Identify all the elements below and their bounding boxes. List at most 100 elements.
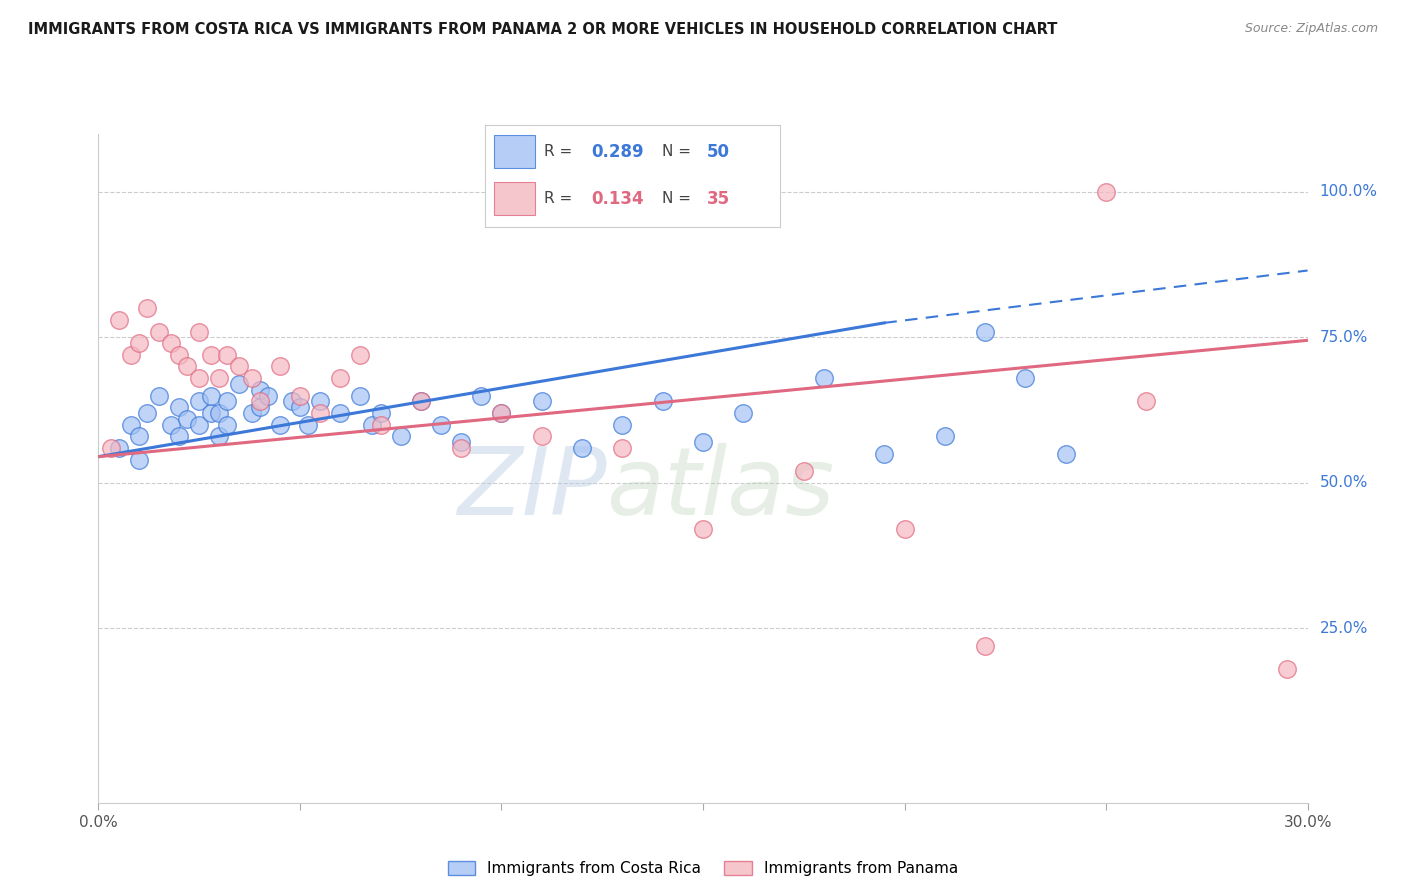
- Point: [167, 401, 190, 415]
- Text: R =: R =: [544, 144, 578, 159]
- Point: [651, 394, 673, 409]
- Point: [240, 406, 263, 420]
- Point: [349, 348, 371, 362]
- Point: [329, 371, 352, 385]
- Text: R =: R =: [544, 191, 578, 206]
- Text: 0.289: 0.289: [592, 143, 644, 161]
- Point: [208, 406, 231, 420]
- Point: [370, 406, 392, 420]
- Point: [329, 406, 352, 420]
- Point: [692, 435, 714, 450]
- Point: [107, 313, 129, 327]
- Point: [107, 441, 129, 455]
- Point: [1014, 371, 1036, 385]
- Point: [208, 371, 231, 385]
- Point: [1277, 662, 1299, 676]
- Point: [349, 388, 371, 402]
- Point: [470, 388, 492, 402]
- Point: [188, 371, 211, 385]
- Text: 0.134: 0.134: [592, 190, 644, 208]
- Point: [612, 441, 634, 455]
- Point: [160, 417, 183, 432]
- Point: [409, 394, 432, 409]
- Point: [120, 417, 142, 432]
- Point: [228, 359, 250, 374]
- Point: [269, 417, 291, 432]
- Point: [167, 348, 190, 362]
- Point: [430, 417, 453, 432]
- Text: ZIP: ZIP: [457, 442, 606, 534]
- Point: [893, 522, 915, 536]
- Point: [873, 447, 896, 461]
- Point: [135, 406, 157, 420]
- Point: [217, 417, 239, 432]
- Legend: Immigrants from Costa Rica, Immigrants from Panama: Immigrants from Costa Rica, Immigrants f…: [441, 855, 965, 882]
- Text: 25.0%: 25.0%: [1320, 621, 1368, 636]
- Text: 50: 50: [706, 143, 730, 161]
- Text: IMMIGRANTS FROM COSTA RICA VS IMMIGRANTS FROM PANAMA 2 OR MORE VEHICLES IN HOUSE: IMMIGRANTS FROM COSTA RICA VS IMMIGRANTS…: [28, 22, 1057, 37]
- Point: [530, 394, 553, 409]
- Point: [288, 388, 311, 402]
- Text: 100.0%: 100.0%: [1320, 185, 1378, 200]
- Point: [100, 441, 122, 455]
- Point: [1054, 447, 1077, 461]
- Point: [361, 417, 384, 432]
- Point: [148, 325, 170, 339]
- Text: Source: ZipAtlas.com: Source: ZipAtlas.com: [1244, 22, 1378, 36]
- Point: [571, 441, 593, 455]
- Point: [1095, 185, 1118, 199]
- Text: 50.0%: 50.0%: [1320, 475, 1368, 491]
- Point: [167, 429, 190, 443]
- Point: [309, 406, 332, 420]
- Point: [934, 429, 956, 443]
- Point: [288, 401, 311, 415]
- Point: [309, 394, 332, 409]
- Bar: [494, 182, 536, 215]
- Point: [240, 371, 263, 385]
- Point: [200, 348, 222, 362]
- Point: [217, 348, 239, 362]
- Point: [160, 336, 183, 351]
- Point: [491, 406, 513, 420]
- Bar: [494, 136, 536, 168]
- Text: N =: N =: [662, 144, 696, 159]
- Point: [733, 406, 755, 420]
- Point: [530, 429, 553, 443]
- Point: [176, 412, 198, 426]
- Point: [612, 417, 634, 432]
- Point: [188, 417, 211, 432]
- Point: [269, 359, 291, 374]
- Point: [208, 429, 231, 443]
- Point: [188, 394, 211, 409]
- Point: [297, 417, 319, 432]
- Point: [249, 383, 271, 397]
- Point: [974, 639, 997, 653]
- Point: [148, 388, 170, 402]
- Point: [128, 452, 150, 467]
- Point: [692, 522, 714, 536]
- Point: [200, 406, 222, 420]
- Point: [228, 376, 250, 391]
- Point: [200, 388, 222, 402]
- Text: atlas: atlas: [606, 442, 835, 534]
- Point: [1135, 394, 1157, 409]
- Point: [176, 359, 198, 374]
- Point: [281, 394, 304, 409]
- Point: [491, 406, 513, 420]
- Point: [120, 348, 142, 362]
- Point: [450, 441, 472, 455]
- Text: N =: N =: [662, 191, 696, 206]
- Point: [409, 394, 432, 409]
- Point: [128, 429, 150, 443]
- Point: [813, 371, 835, 385]
- Point: [256, 388, 278, 402]
- Point: [188, 325, 211, 339]
- Point: [217, 394, 239, 409]
- Text: 75.0%: 75.0%: [1320, 330, 1368, 345]
- Point: [450, 435, 472, 450]
- Point: [135, 301, 157, 316]
- Point: [128, 336, 150, 351]
- Point: [249, 401, 271, 415]
- Point: [389, 429, 412, 443]
- Text: 35: 35: [706, 190, 730, 208]
